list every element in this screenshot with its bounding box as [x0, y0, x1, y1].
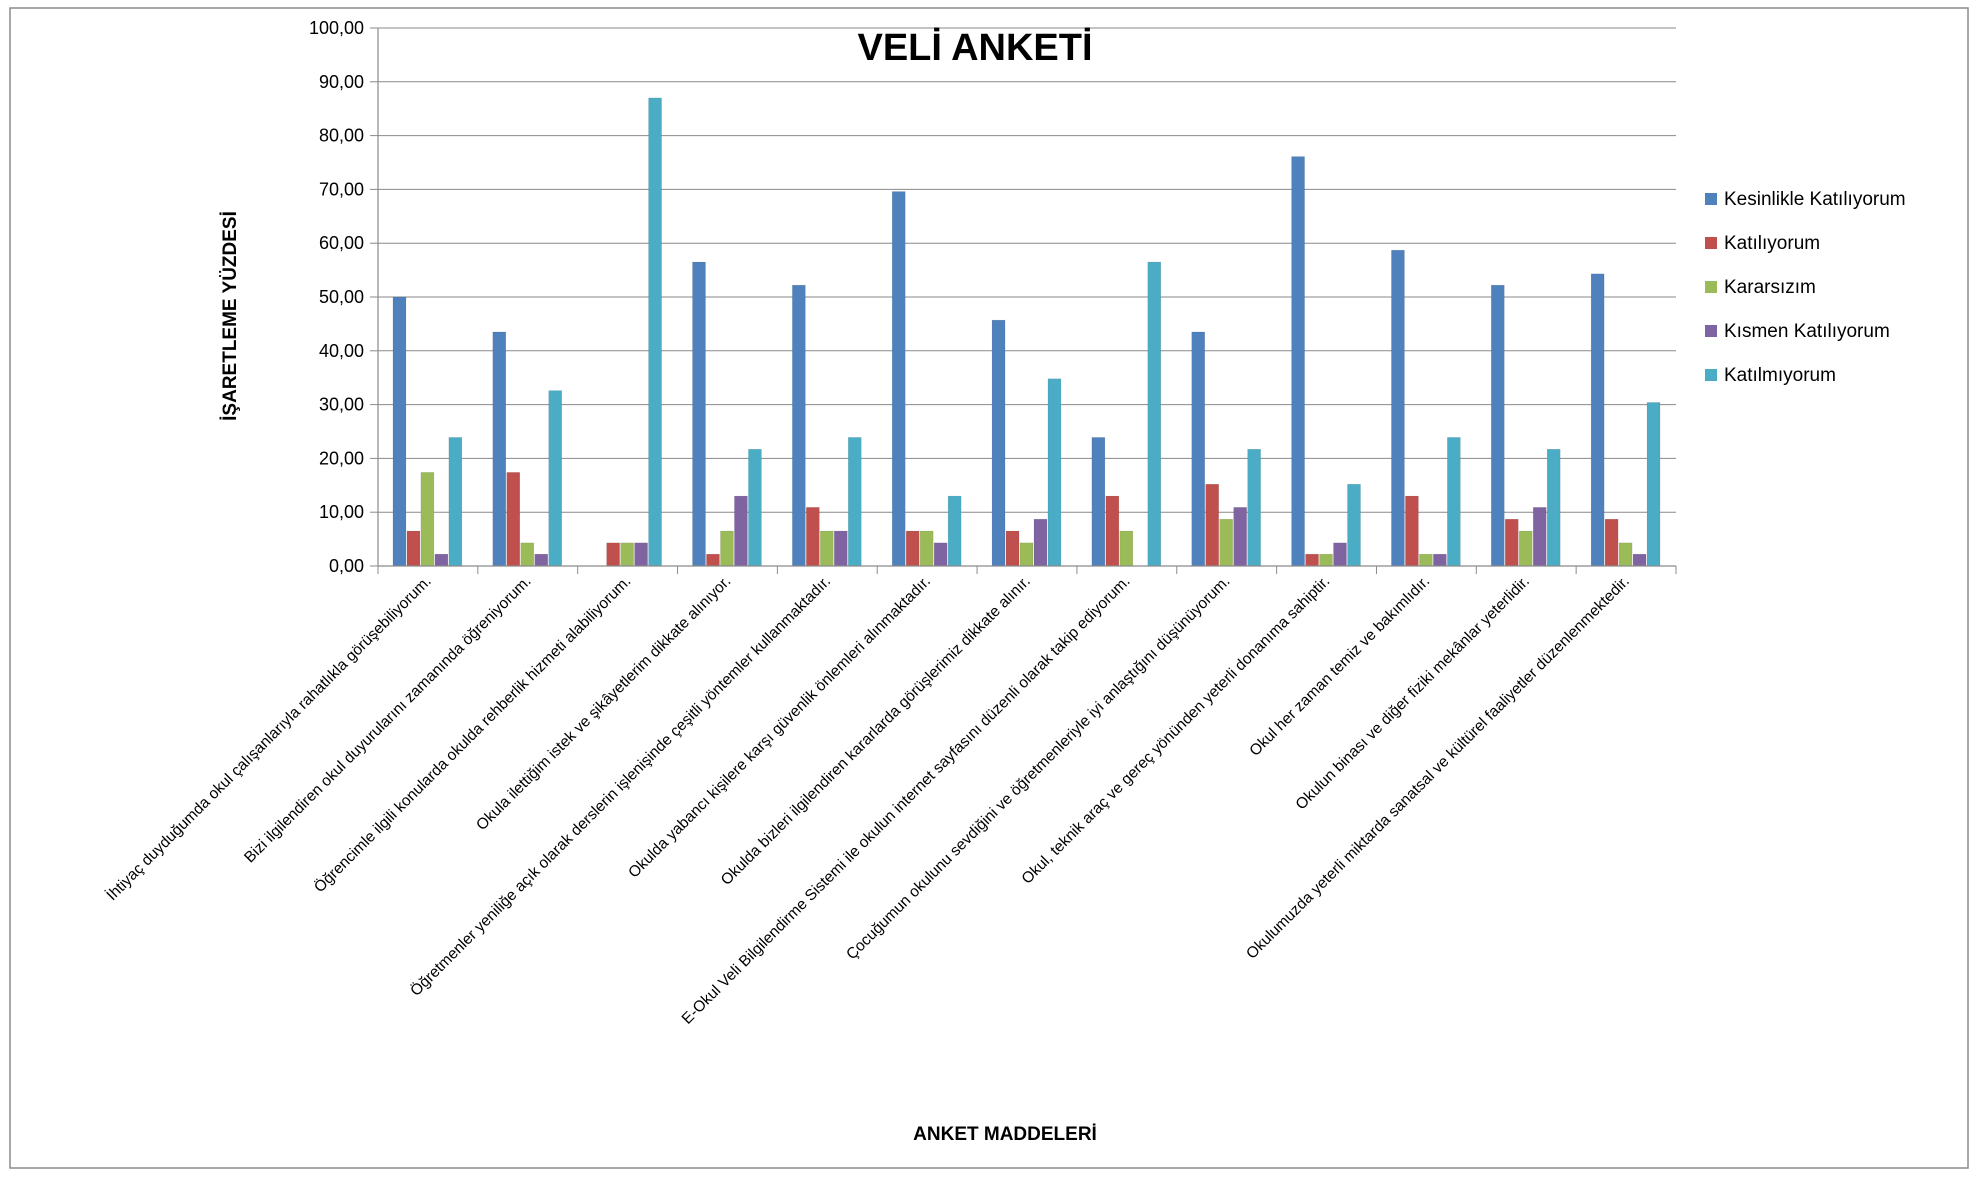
y-tick-label: 10,00 — [319, 502, 364, 522]
y-tick-label: 80,00 — [319, 126, 364, 146]
y-tick-label: 40,00 — [319, 341, 364, 361]
legend-swatch — [1705, 369, 1717, 381]
bar — [448, 437, 463, 567]
y-tick-labels: 0,00 10,00 20,00 30,00 40,00 50,00 60,00 70,00 8… — [309, 18, 364, 576]
y-axis-title: İŞARETLEME YÜZDESİ — [220, 211, 241, 421]
y-tick-label: 70,00 — [319, 179, 364, 199]
bar — [848, 437, 862, 567]
bar — [919, 530, 934, 567]
y-tick-label: 90,00 — [319, 72, 364, 92]
bar — [1105, 495, 1120, 567]
bar — [492, 331, 507, 567]
bar — [748, 449, 762, 567]
bar — [1119, 530, 1134, 567]
bar — [1033, 518, 1048, 567]
bar — [1618, 542, 1633, 567]
y-tick-label: 100,00 — [309, 18, 364, 38]
bar — [1147, 261, 1162, 567]
bar — [634, 542, 648, 567]
legend-swatch — [1705, 281, 1717, 293]
x-axis-title: ANKET MADDELERİ — [913, 1124, 1097, 1145]
bar — [1347, 483, 1361, 567]
y-tick-label: 20,00 — [319, 448, 364, 468]
bar — [1590, 273, 1605, 567]
bar — [1319, 553, 1333, 567]
bar — [734, 495, 748, 567]
bar — [706, 553, 720, 567]
bar — [606, 542, 620, 567]
axes — [370, 27, 1677, 574]
bar — [1518, 530, 1533, 567]
bar — [1546, 449, 1561, 567]
bar — [834, 530, 848, 567]
bar — [1205, 483, 1219, 567]
bar — [548, 390, 562, 567]
legend-label: Katılmıyorum — [1724, 365, 1836, 386]
bar — [1505, 518, 1519, 567]
y-tick-label: 50,00 — [319, 287, 364, 307]
legend-swatch — [1705, 237, 1717, 249]
bar — [434, 553, 449, 567]
bar — [1491, 284, 1505, 567]
legend-label: Kararsızım — [1724, 277, 1816, 298]
bar — [1019, 542, 1034, 567]
bar — [1191, 331, 1205, 567]
bar — [1405, 495, 1419, 567]
legend-swatch — [1705, 325, 1717, 337]
bar — [534, 553, 548, 567]
bar — [891, 191, 906, 567]
bar — [1532, 507, 1547, 567]
y-tick-label: 30,00 — [319, 395, 364, 415]
bar — [1005, 530, 1020, 567]
y-tick-label: 60,00 — [319, 233, 364, 253]
bar — [1233, 507, 1247, 567]
bar — [420, 472, 435, 567]
bar — [1419, 553, 1433, 567]
bar — [1604, 518, 1619, 567]
bar — [1646, 402, 1661, 567]
bar — [1433, 553, 1447, 567]
bar — [648, 97, 662, 567]
legend: Kesinlikle Katılıyorum Katılıyorum Kararsı… — [1705, 189, 1906, 386]
chart-title: VELİ ANKETİ — [857, 27, 1092, 69]
bar — [1391, 249, 1405, 567]
bar — [820, 530, 834, 567]
bar — [933, 542, 948, 567]
bar — [692, 261, 706, 567]
bar — [720, 530, 734, 567]
bar — [392, 296, 407, 567]
bar — [1447, 437, 1461, 567]
y-tick-label: 0,00 — [329, 556, 364, 576]
bar — [1091, 437, 1106, 567]
bar — [792, 284, 806, 567]
bar — [506, 472, 521, 567]
bars — [392, 97, 1661, 567]
legend-label: Kesinlikle Katılıyorum — [1724, 189, 1906, 210]
bar — [947, 495, 962, 567]
bar — [991, 319, 1006, 567]
bar — [1247, 449, 1261, 567]
legend-label: Katılıyorum — [1724, 233, 1820, 254]
bar — [1305, 553, 1319, 567]
legend-label: Kısmen Katılıyorum — [1724, 321, 1890, 342]
bar — [1047, 378, 1062, 567]
chart-border — [9, 7, 1969, 1169]
bar — [1219, 518, 1233, 567]
bar — [406, 530, 421, 567]
bar — [806, 507, 820, 567]
bar — [1291, 156, 1305, 567]
bar — [1333, 542, 1347, 567]
gridlines — [378, 27, 1676, 513]
bar — [620, 542, 634, 567]
legend-swatch — [1705, 193, 1717, 205]
bar — [905, 530, 920, 567]
bar — [1632, 553, 1647, 567]
bar — [520, 542, 535, 567]
